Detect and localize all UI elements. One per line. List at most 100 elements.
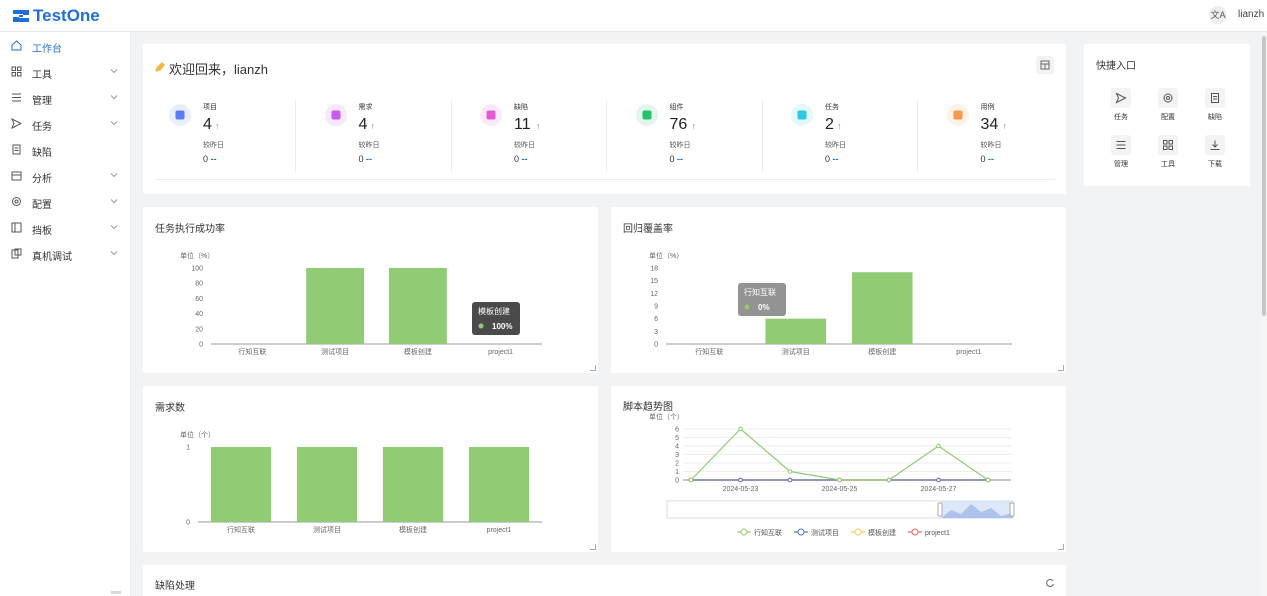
divider [295, 100, 296, 172]
stat-4[interactable]: 任务 2 ↑ 较昨日 0 -- [777, 100, 918, 176]
data-point [936, 443, 941, 449]
quick-access-4[interactable]: 工具 [1148, 135, 1188, 175]
y-tick-label: 0 [199, 342, 203, 349]
x-tick-label: 测试项目 [321, 347, 349, 356]
y-axis-label: 单位（%） [180, 251, 214, 260]
user-name[interactable]: lianzh [1238, 9, 1265, 20]
y-tick-label: 1 [186, 445, 190, 452]
logo-icon [13, 10, 29, 22]
bar [210, 447, 272, 522]
stat-5[interactable]: 用例 34 ↑ 较昨日 0 -- [933, 100, 1073, 176]
file-icon [12, 144, 21, 155]
wave-hand-icon [155, 62, 165, 72]
sidebar-item-label: 真机调试 [32, 252, 72, 263]
x-tick-label: 测试项目 [313, 525, 341, 534]
quick-access-label: 任务 [1114, 114, 1128, 121]
sidebar-item-4[interactable]: 缺陷 [0, 138, 131, 162]
stat-value: 76 [669, 116, 688, 133]
stat-compare-value: 0 -- [669, 154, 684, 164]
quick-access-title: 快捷入口 [1096, 61, 1136, 72]
quick-access-label: 配置 [1161, 114, 1175, 121]
stat-label: 缺陷 [514, 104, 528, 111]
legend-marker [740, 528, 748, 536]
resize-handle[interactable] [1058, 365, 1064, 371]
script-trend-card: 脚本趋势图 单位（个） 0 1 2 3 4 5 6 2024-05-23 2024-05-25 20… [611, 386, 1066, 552]
tooltip-category: 模板创建 [478, 306, 510, 316]
y-tick-label: 0 [675, 478, 679, 485]
quick-access-0[interactable]: 任务 [1101, 88, 1141, 128]
quick-access-5[interactable]: 下载 [1195, 135, 1235, 175]
layout-settings-button[interactable] [1036, 56, 1054, 74]
language-switch-button[interactable]: 文A [1209, 6, 1227, 24]
quick-access-3[interactable]: 管理 [1101, 135, 1141, 175]
stat-1[interactable]: 需求 4 ↑ 较昨日 0 -- [311, 100, 452, 176]
bar [296, 447, 358, 522]
y-tick-label: 12 [650, 291, 658, 298]
sidebar [0, 32, 131, 596]
stat-label: 任务 [825, 104, 839, 111]
y-tick-label: 6 [654, 316, 658, 323]
task-icon [791, 104, 813, 126]
y-tick-label: 1 [675, 469, 679, 476]
y-axis-label: 单位（个） [649, 412, 684, 421]
home-icon [11, 40, 22, 51]
sidebar-item-7[interactable]: 挡板 [0, 216, 131, 240]
sidebar-collapse-handle[interactable] [111, 591, 121, 594]
tooltip-marker [744, 304, 750, 310]
scrollbar-thumb[interactable] [1262, 36, 1266, 316]
sidebar-item-1[interactable]: 工具 [0, 60, 131, 84]
divider [917, 100, 918, 172]
data-point [787, 477, 793, 483]
y-tick-label: 3 [675, 452, 679, 459]
resize-handle[interactable] [590, 365, 596, 371]
quick-access-card: 快捷入口 任务 配置 缺陷管理 工具 下载 [1084, 44, 1250, 186]
sidebar-item-2[interactable]: 管理 [0, 86, 131, 110]
sidebar-item-label: 工具 [32, 70, 52, 81]
refresh-icon[interactable] [1045, 578, 1055, 588]
stat-0[interactable]: 项目 4 ↑ 较昨日 0 -- [155, 100, 296, 176]
regression-card: 回归覆盖率 单位（%） 0 3 6 9 12 15 18 行知互联 测试项目 模板创建 project… [611, 207, 1066, 373]
app-logo[interactable]: TestOne [12, 6, 100, 26]
top-bar: TestOne 文A lianzh [0, 0, 1267, 32]
resize-handle[interactable] [1058, 544, 1064, 550]
sidebar-item-3[interactable]: 任务 [0, 112, 131, 136]
stat-compare-value: 0 -- [514, 154, 528, 164]
x-tick-label: project1 [487, 527, 512, 534]
stat-3[interactable]: 组件 76 ↑ 较昨日 0 -- [622, 100, 763, 176]
sidebar-item-0[interactable]: 工作台 [0, 34, 131, 58]
y-tick-label: 0 [186, 520, 190, 527]
regression-title: 回归覆盖率 [623, 224, 673, 235]
x-tick-label: 行知互联 [227, 525, 255, 534]
y-tick-label: 6 [675, 427, 679, 434]
stat-value: 4 [203, 116, 212, 133]
quick-access-2[interactable]: 缺陷 [1195, 88, 1235, 128]
task-success-title: 任务执行成功率 [155, 224, 225, 235]
stat-label: 需求 [358, 104, 373, 111]
welcome-text: 欢迎回来，lianzh [169, 62, 268, 77]
bar [468, 447, 530, 522]
chevron-down-icon [110, 173, 118, 178]
stat-label: 组件 [669, 104, 684, 111]
stat-value: 2 [825, 116, 834, 133]
resize-handle[interactable] [590, 544, 596, 550]
sidebar-item-6[interactable]: 配置 [0, 190, 131, 214]
arrow-up-icon: ↑ [536, 121, 541, 131]
legend-label: 行知互联 [754, 528, 782, 537]
y-tick-label: 15 [650, 278, 658, 285]
sidebar-item-label: 任务 [32, 122, 52, 133]
sidebar-item-5[interactable]: 分析 [0, 164, 131, 188]
sidebar-item-8[interactable]: 真机调试 [0, 242, 131, 266]
stat-compare-label: 较昨日 [514, 142, 535, 149]
tooltip-value: 0% [758, 303, 770, 312]
zoom-slider [666, 500, 1015, 519]
quick-access-label: 缺陷 [1208, 114, 1222, 121]
y-tick-label: 0 [654, 342, 658, 349]
zoom-handle-right [1009, 502, 1015, 517]
quick-access-1[interactable]: 配置 [1148, 88, 1188, 128]
x-tick-label: 测试项目 [782, 347, 810, 356]
legend-label: 模板创建 [868, 528, 896, 537]
panel-icon [11, 222, 22, 233]
stat-2[interactable]: 缺陷 11 ↑ 较昨日 0 -- [466, 100, 607, 176]
data-point [738, 426, 743, 432]
quick-access-label: 工具 [1161, 161, 1175, 168]
